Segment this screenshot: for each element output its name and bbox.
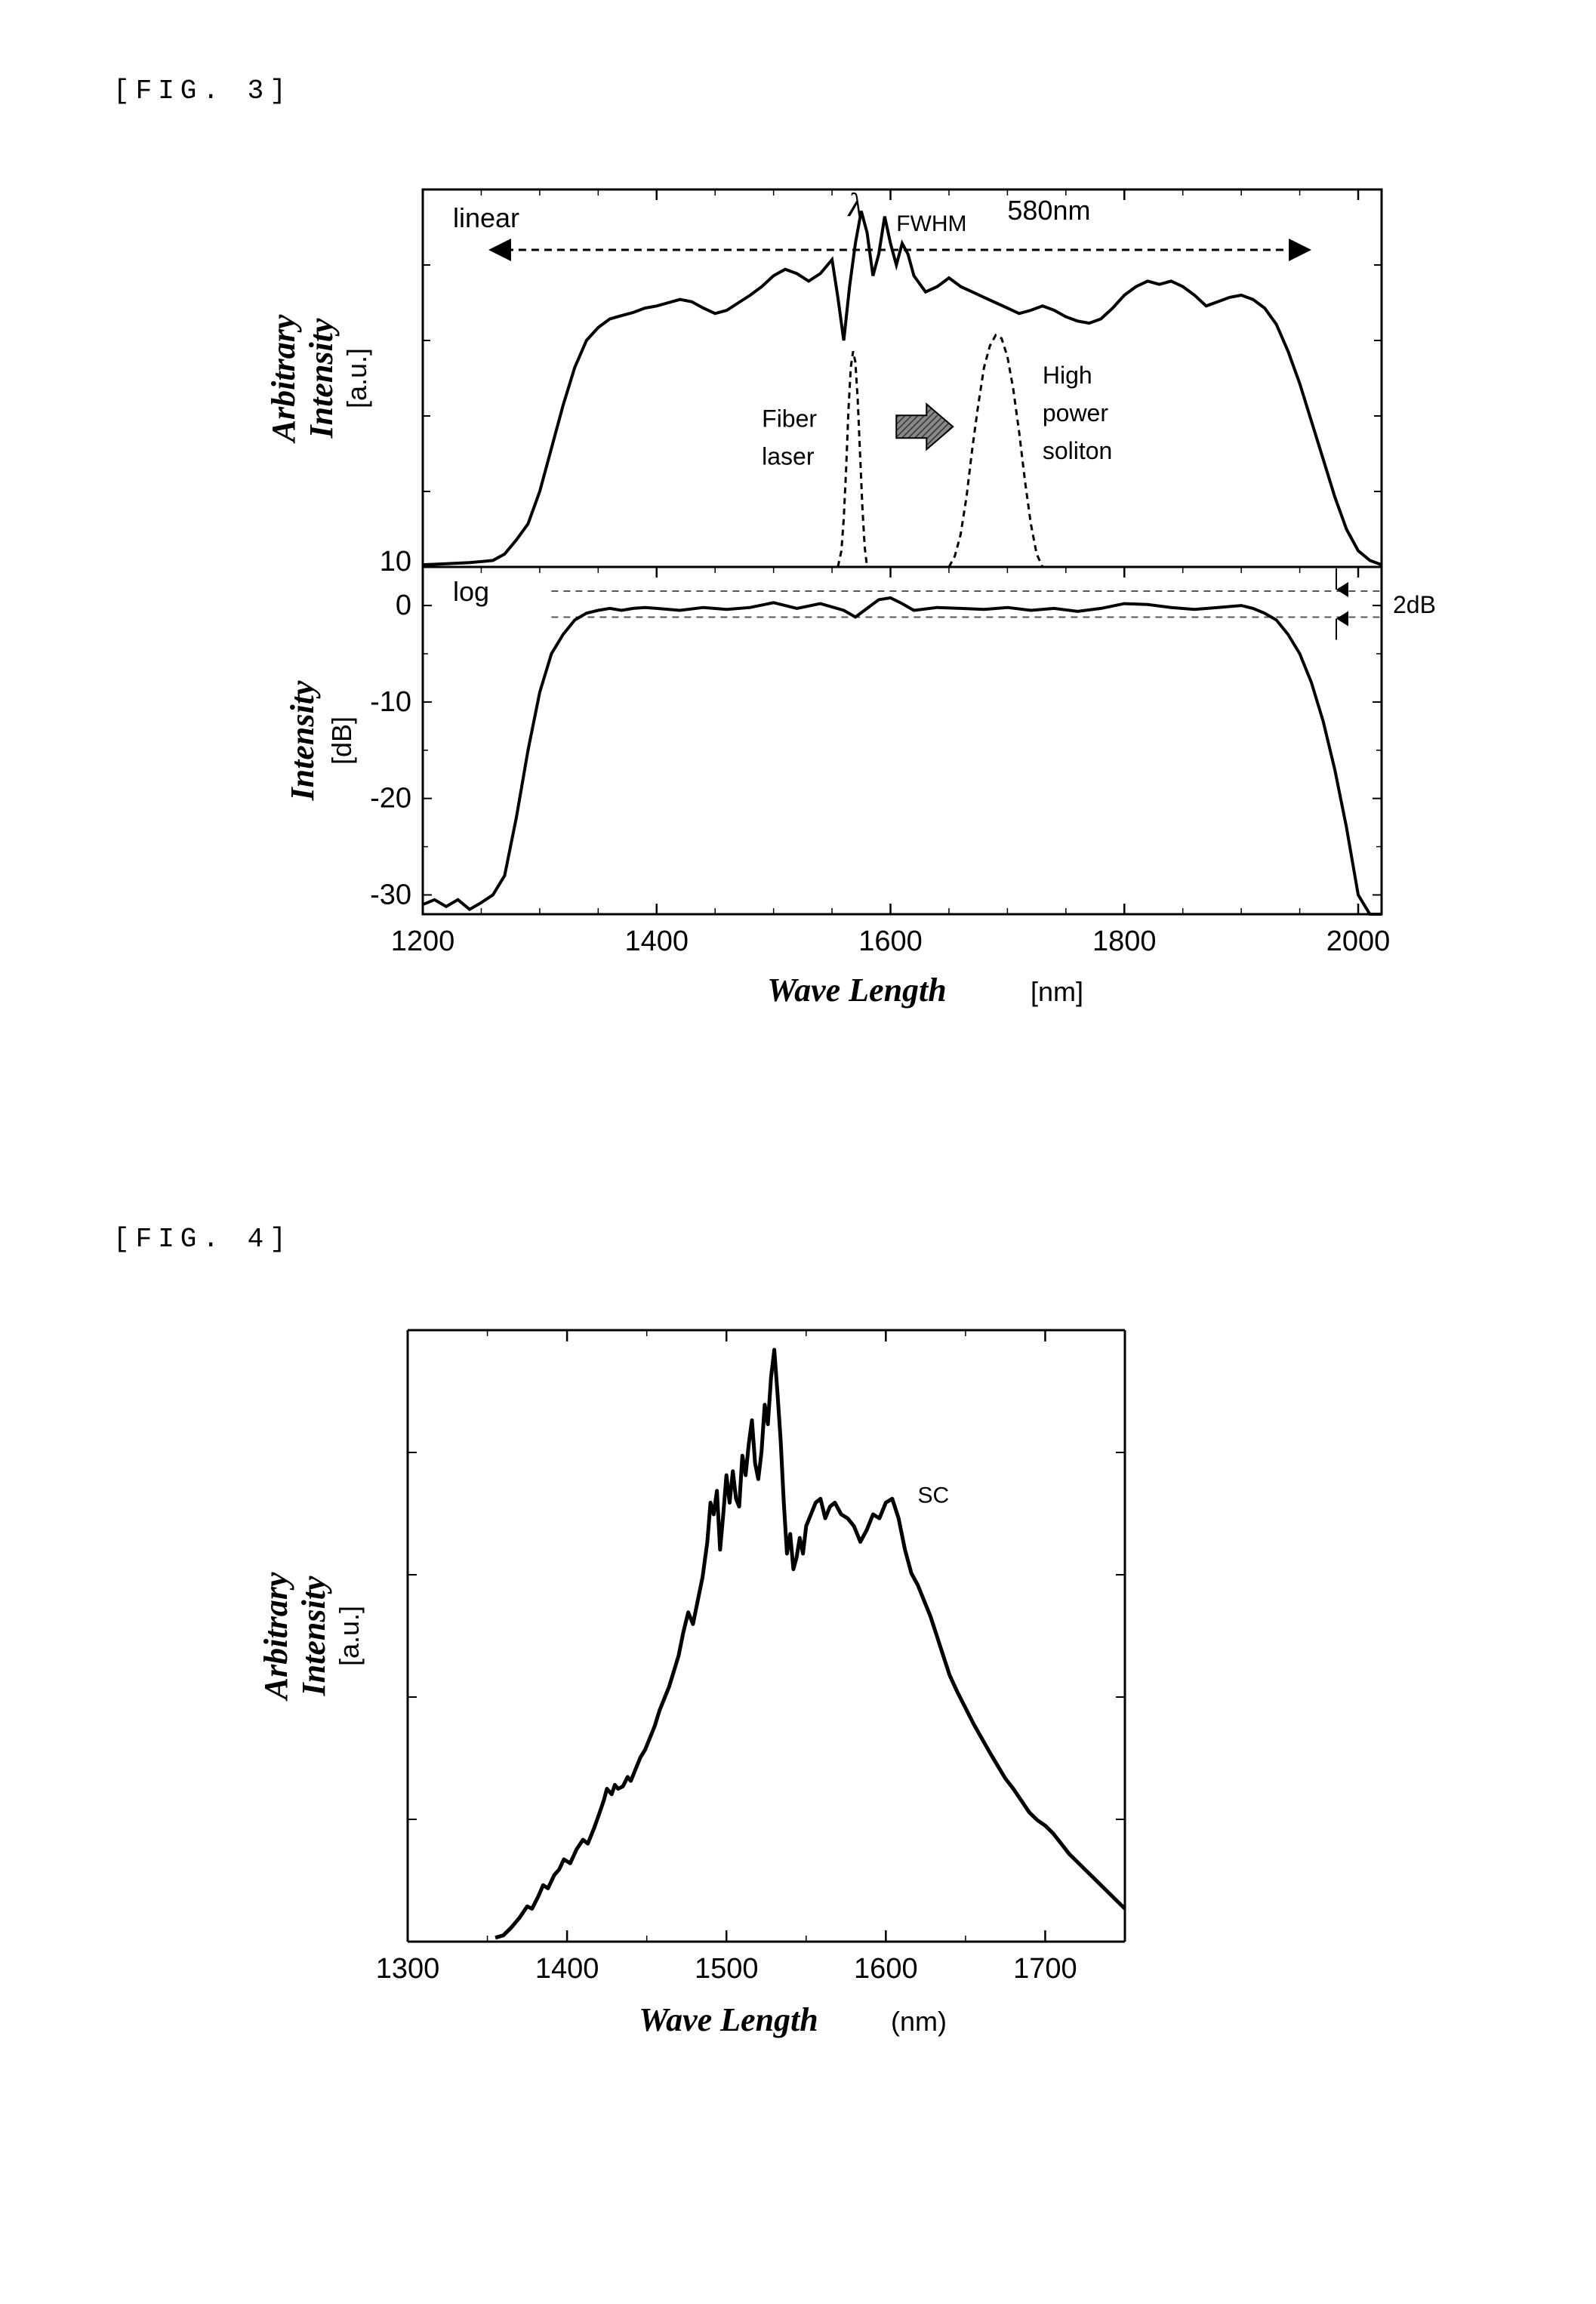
svg-text:1700: 1700 — [1013, 1953, 1077, 1985]
svg-text:1500: 1500 — [695, 1953, 759, 1985]
svg-text:log: log — [453, 576, 489, 607]
svg-text:soliton: soliton — [1043, 437, 1113, 464]
svg-text:linear: linear — [453, 202, 519, 233]
svg-text:Wave Length: Wave Length — [639, 2001, 818, 2038]
svg-text:Intensity: Intensity — [295, 1576, 332, 1696]
fig3-label: [FIG. 3] — [113, 75, 1483, 106]
svg-text:1400: 1400 — [535, 1953, 599, 1985]
svg-text:Fiber: Fiber — [762, 405, 817, 432]
fig3-chart: 10ArbitraryIntensity[a.u.]linearλFWHM580… — [234, 144, 1483, 1088]
fig3-svg: 10ArbitraryIntensity[a.u.]linearλFWHM580… — [234, 144, 1480, 1088]
svg-text:laser: laser — [762, 442, 815, 470]
svg-text:0: 0 — [396, 590, 411, 621]
svg-text:Arbitrary: Arbitrary — [257, 1572, 294, 1702]
svg-text:Arbitrary: Arbitrary — [265, 314, 302, 444]
svg-text:SC: SC — [918, 1483, 950, 1508]
svg-text:1600: 1600 — [854, 1953, 918, 1985]
svg-text:[a.u.]: [a.u.] — [334, 1606, 365, 1666]
svg-text:-30: -30 — [370, 879, 411, 910]
svg-text:[nm]: [nm] — [1031, 976, 1083, 1007]
svg-text:power: power — [1043, 399, 1109, 427]
svg-text:1800: 1800 — [1092, 926, 1157, 957]
fig4-chart: 1300 1400 1500 1600 1700 ArbitraryIntensity[a… — [234, 1292, 1483, 2085]
svg-text:[a.u.]: [a.u.] — [341, 348, 372, 408]
svg-text:Intensity: Intensity — [303, 318, 340, 439]
svg-text:-20: -20 — [370, 783, 411, 815]
svg-text:[dB]: [dB] — [326, 716, 357, 765]
svg-text:10: 10 — [380, 546, 411, 578]
svg-text:Intensity: Intensity — [284, 680, 321, 801]
svg-text:Wave Length: Wave Length — [767, 972, 947, 1009]
svg-text:2000: 2000 — [1326, 926, 1391, 957]
svg-text:2dB: 2dB — [1393, 591, 1436, 618]
fig4-svg: 1300 1400 1500 1600 1700 ArbitraryIntensity[a… — [234, 1292, 1215, 2085]
svg-text:1600: 1600 — [858, 926, 923, 957]
svg-text:1200: 1200 — [391, 926, 455, 957]
svg-text:(nm): (nm) — [891, 2006, 947, 2037]
svg-text:580nm: 580nm — [1007, 195, 1090, 226]
svg-text:1400: 1400 — [624, 926, 689, 957]
svg-text:FWHM: FWHM — [896, 211, 966, 236]
svg-text:High: High — [1043, 362, 1092, 389]
fig4-label: [FIG. 4] — [113, 1224, 1483, 1255]
svg-text:-10: -10 — [370, 686, 411, 718]
svg-text:1300: 1300 — [376, 1953, 440, 1985]
